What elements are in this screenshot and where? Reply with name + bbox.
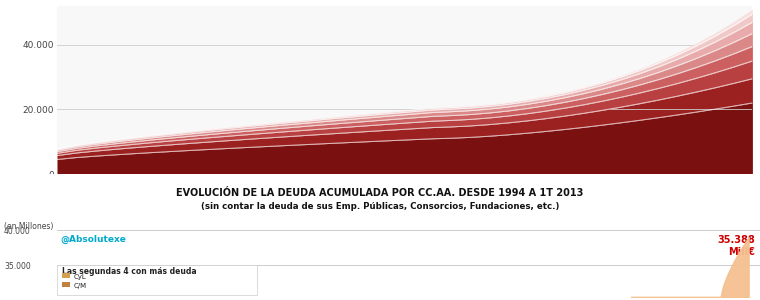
Bar xyxy=(62,282,70,287)
Text: (en Millones): (en Millones) xyxy=(4,222,53,231)
Text: 40.000: 40.000 xyxy=(4,227,30,236)
Text: (sin contar la deuda de sus Emp. Públicas, Consorcios, Fundaciones, etc.): (sin contar la deuda de sus Emp. Pública… xyxy=(201,202,559,211)
Bar xyxy=(57,265,257,295)
Text: 35.388: 35.388 xyxy=(717,235,755,245)
Text: Mill€: Mill€ xyxy=(728,247,755,257)
Text: 35.000: 35.000 xyxy=(4,262,30,271)
Text: EVOLUCIÓN DE LA DEUDA ACUMULADA POR CC.AA. DESDE 1994 A 1T 2013: EVOLUCIÓN DE LA DEUDA ACUMULADA POR CC.A… xyxy=(176,188,584,198)
Text: @Absolutexe: @Absolutexe xyxy=(60,235,126,244)
Text: Las segundas 4 con más deuda: Las segundas 4 con más deuda xyxy=(62,267,197,276)
Bar xyxy=(62,273,70,278)
Text: C/M: C/M xyxy=(74,283,87,289)
Text: CyL: CyL xyxy=(74,274,87,280)
